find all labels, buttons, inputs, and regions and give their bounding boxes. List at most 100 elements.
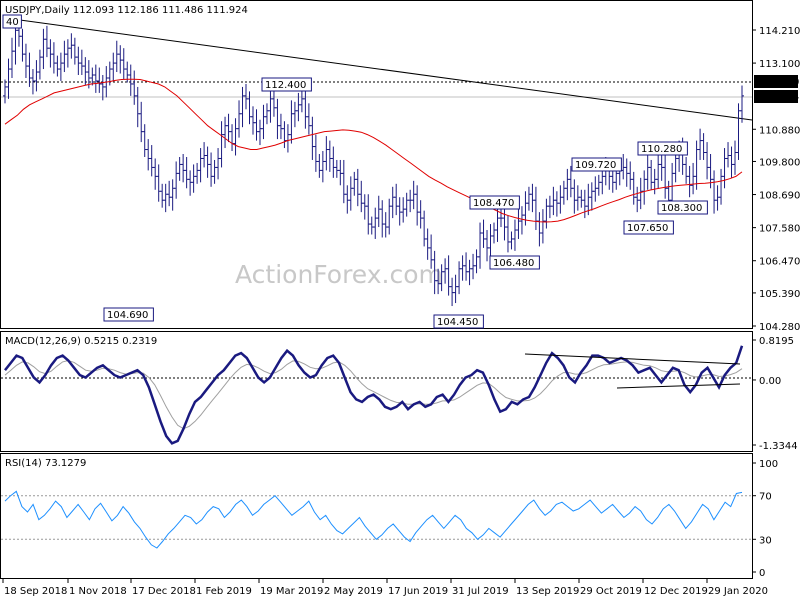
price-bar bbox=[684, 156, 689, 184]
price-bar bbox=[334, 159, 339, 178]
rsi-tick-label: 70 bbox=[759, 492, 772, 503]
price-bar bbox=[373, 207, 378, 239]
price-bar bbox=[589, 182, 594, 211]
price-bar bbox=[250, 106, 255, 135]
price-bar bbox=[37, 49, 42, 80]
price-bar bbox=[170, 179, 175, 211]
price-bar bbox=[202, 142, 207, 168]
price-bar bbox=[443, 258, 448, 284]
price-bar bbox=[111, 52, 116, 81]
price-bar bbox=[526, 186, 531, 211]
price-bar bbox=[289, 100, 294, 144]
price-tick-label: 114.210 bbox=[759, 26, 800, 37]
price-bar bbox=[135, 86, 140, 128]
rsi-tick-label: 0 bbox=[759, 568, 765, 579]
price-bar bbox=[219, 121, 224, 168]
date-tick-label: 1 Nov 2018 bbox=[69, 586, 127, 597]
price-bar bbox=[533, 186, 538, 231]
price-bar bbox=[397, 197, 402, 226]
price-bar bbox=[659, 155, 664, 181]
price-bar bbox=[642, 170, 647, 205]
date-tick-label: 19 Mar 2019 bbox=[260, 586, 323, 597]
price-bar bbox=[216, 148, 221, 180]
price-bar bbox=[387, 198, 392, 235]
macd-tick-label: -1.3344 bbox=[759, 441, 798, 452]
annotation-box bbox=[433, 314, 484, 329]
price-bar bbox=[467, 259, 472, 286]
price-bar bbox=[547, 195, 552, 219]
price-bar bbox=[156, 164, 161, 202]
ema-line bbox=[4, 78, 743, 223]
price-bar bbox=[34, 60, 39, 92]
price-bar bbox=[701, 133, 706, 160]
price-bar bbox=[492, 222, 497, 244]
trendline bbox=[19, 19, 753, 121]
price-bar bbox=[460, 255, 465, 281]
price-bar bbox=[530, 183, 535, 213]
rsi-title: RSI(14) 73.1279 bbox=[5, 458, 86, 469]
price-bar bbox=[55, 55, 60, 77]
price-bar bbox=[656, 151, 661, 189]
rsi-tick-label: 100 bbox=[759, 459, 778, 470]
date-tick-label: 2 May 2019 bbox=[324, 586, 383, 597]
date-tick-label: 17 Jun 2019 bbox=[388, 586, 448, 597]
price-bar bbox=[195, 162, 200, 184]
price-bar bbox=[425, 228, 430, 260]
annotation-box bbox=[469, 195, 520, 210]
price-bar bbox=[736, 103, 741, 160]
price-bar bbox=[537, 212, 542, 247]
price-annotations: 112.400 104.690 104.450 108.470 106.480 109.7… bbox=[2, 14, 708, 329]
price-bar bbox=[118, 45, 123, 74]
price-bar bbox=[712, 170, 717, 214]
last-price-tag bbox=[754, 90, 798, 103]
price-bar bbox=[705, 142, 710, 180]
price-bar bbox=[167, 180, 172, 207]
price-bar bbox=[418, 200, 423, 229]
price-bar bbox=[223, 116, 228, 149]
price-tick-label: 104.280 bbox=[759, 322, 800, 333]
price-bar bbox=[237, 100, 242, 138]
price-bar bbox=[369, 216, 374, 235]
price-bar bbox=[362, 194, 367, 220]
rsi-axis: 100 70 30 0 bbox=[1, 459, 778, 579]
price-bar bbox=[624, 158, 629, 187]
macd-upper-trendline bbox=[524, 353, 741, 365]
price-bar bbox=[114, 40, 119, 73]
annotation-box bbox=[103, 307, 154, 322]
annotation-label: 110.280 bbox=[641, 144, 682, 155]
price-bar bbox=[338, 159, 343, 186]
price-bars bbox=[3, 18, 744, 307]
price-bar bbox=[132, 70, 137, 105]
price-bar bbox=[209, 152, 214, 187]
price-bar bbox=[149, 145, 154, 177]
price-bar bbox=[268, 88, 273, 123]
price-bar bbox=[645, 155, 650, 190]
price-bar bbox=[299, 91, 304, 113]
price-bar bbox=[516, 207, 521, 239]
price-tick-label: 107.580 bbox=[759, 224, 800, 235]
price-bar bbox=[715, 185, 720, 211]
price-bar bbox=[561, 180, 566, 205]
price-bar bbox=[404, 192, 409, 217]
price-bar bbox=[474, 249, 479, 274]
price-bar bbox=[485, 230, 490, 262]
price-bar bbox=[415, 185, 420, 226]
price-bar bbox=[366, 194, 371, 235]
price-bar bbox=[90, 67, 95, 86]
price-bar bbox=[121, 48, 126, 80]
price-bar bbox=[740, 85, 744, 123]
price-bar bbox=[230, 124, 235, 152]
annotation-label: 108.300 bbox=[661, 203, 702, 214]
price-bar bbox=[495, 207, 500, 242]
price-bar bbox=[453, 274, 458, 304]
annotation-box bbox=[637, 141, 688, 156]
price-bar bbox=[376, 195, 381, 228]
price-bar bbox=[247, 91, 252, 125]
price-bar bbox=[345, 185, 350, 214]
price-tick-label: 110.880 bbox=[759, 125, 800, 136]
annotation-label: 104.690 bbox=[107, 310, 148, 321]
price-bar bbox=[188, 170, 193, 196]
price-bar bbox=[390, 186, 395, 219]
price-bar bbox=[722, 148, 727, 189]
